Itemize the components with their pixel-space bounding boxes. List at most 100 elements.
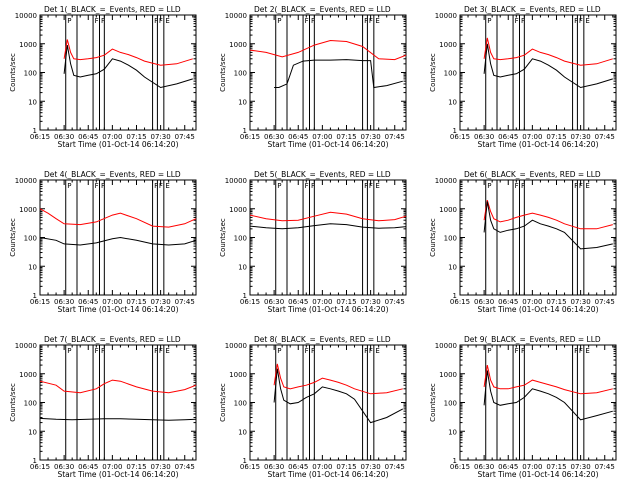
x-tick-label: 07:30 [361,298,381,306]
y-tick-label: 1000 [439,371,457,379]
events-series-line [483,370,613,421]
plot-frame [249,344,407,461]
event-marker-label: E [375,17,379,25]
event-marker-label: F [521,347,525,355]
x-tick-label: 06:30 [474,463,494,471]
event-marker-label: F [311,17,315,25]
events-series-line [63,45,193,89]
event-marker-label: E [165,182,169,190]
y-tick-label: 100 [444,70,457,78]
x-tick-label: 07:00 [522,133,542,141]
x-tick-label: 06:45 [78,463,98,471]
x-tick-label: 07:45 [175,298,195,306]
panel-title: Det 6(_BLACK_=_Events, RED = LLD [464,170,601,179]
x-tick-label: 07:00 [312,133,332,141]
x-tick-label: 06:30 [264,298,284,306]
event-marker-label: P [487,17,491,25]
x-tick-label: 07:15 [546,463,566,471]
y-axis-label: Counts/sec [219,53,227,92]
lld-series-line [483,37,613,66]
event-marker-label: P [67,347,71,355]
events-series-line [249,223,407,230]
event-marker-label: F [574,347,578,355]
y-tick-label: 1000 [439,206,457,214]
y-tick-label: 100 [24,235,37,243]
x-tick-label: 06:30 [474,133,494,141]
x-tick-label: 06:30 [264,463,284,471]
x-tick-label: 07:30 [361,133,381,141]
event-marker-label: F [154,17,158,25]
event-marker-label: F [311,347,315,355]
lld-series-line [249,211,407,222]
events-series-line [274,59,403,89]
x-tick-label: 07:30 [571,133,591,141]
y-tick-label: 100 [234,400,247,408]
panel-title: Det 1(_BLACK_=_Events, RED = LLD [44,5,181,14]
panel-title: Det 4(_BLACK_=_Events, RED = LLD [44,170,181,179]
y-tick-label: 10000 [15,12,37,20]
x-tick-label: 06:15 [30,133,50,141]
y-axis-label: Counts/sec [9,53,17,92]
x-tick-label: 06:45 [78,298,98,306]
event-marker-label: F [311,182,315,190]
plot-frame [249,14,407,131]
event-marker-label: E [585,182,589,190]
y-tick-label: 100 [24,70,37,78]
y-tick-label: 10 [238,428,247,436]
x-tick-label: 07:15 [126,298,146,306]
y-tick-label: 1000 [439,41,457,49]
lld-series-line [483,364,613,395]
event-marker-label: F [305,17,309,25]
x-tick-label: 06:15 [450,463,470,471]
event-marker-label: F [364,182,368,190]
lld-series-line [273,363,403,395]
x-tick-label: 06:30 [264,133,284,141]
y-tick-label: 1000 [19,371,37,379]
x-tick-label: 06:45 [498,298,518,306]
event-marker-label: F [515,182,519,190]
y-axis-label: Counts/sec [9,218,17,257]
event-marker-label: F [574,17,578,25]
y-tick-label: 10000 [15,177,37,185]
x-tick-label: 07:45 [385,298,405,306]
detector-panel: 1 10 100 1000 10000 06:15 06:30 06:45 07:00 07:15… [219,335,407,479]
y-tick-label: 100 [444,400,457,408]
y-tick-label: 10 [238,98,247,106]
event-marker-label: F [159,347,163,355]
event-marker-label: F [579,347,583,355]
events-series-line [39,417,197,421]
panel-title: Det 7(_BLACK_=_Events, RED = LLD [44,335,181,344]
x-tick-label: 07:45 [175,463,195,471]
x-tick-label: 07:45 [595,133,615,141]
event-marker-label: E [585,347,589,355]
plot-frame [39,344,197,461]
event-marker-label: F [305,347,309,355]
y-tick-label: 1 [33,292,37,300]
panel-title: Det 9(_BLACK_=_Events, RED = LLD [464,335,601,344]
x-tick-label: 06:30 [54,133,74,141]
event-marker-label: F [95,17,99,25]
y-tick-label: 10000 [435,342,457,350]
event-marker-label: F [521,182,525,190]
y-tick-label: 10 [238,263,247,271]
x-tick-label: 06:45 [78,133,98,141]
y-axis-label: Counts/sec [219,383,227,422]
detector-panel: 1 10 100 1000 10000 06:15 06:30 06:45 07:00 07:15… [219,5,407,149]
event-marker-label: F [95,182,99,190]
y-tick-label: 10 [28,263,37,271]
y-tick-label: 1000 [229,206,247,214]
y-tick-label: 10000 [15,342,37,350]
x-tick-label: 07:00 [522,298,542,306]
x-tick-label: 07:45 [595,298,615,306]
y-tick-label: 10000 [225,177,247,185]
x-tick-label: 07:15 [336,298,356,306]
x-tick-label: 06:30 [474,298,494,306]
panel-title: Det 2(_BLACK_=_Events, RED = LLD [254,5,391,14]
x-axis-label: Start Time (01-Oct-14 06:14:20) [57,140,178,149]
event-marker-label: P [67,182,71,190]
y-axis-label: Counts/sec [429,53,437,92]
x-axis-label: Start Time (01-Oct-14 06:14:20) [477,305,598,314]
event-marker-label: E [375,347,379,355]
event-marker-label: E [585,17,589,25]
y-tick-label: 100 [24,400,37,408]
